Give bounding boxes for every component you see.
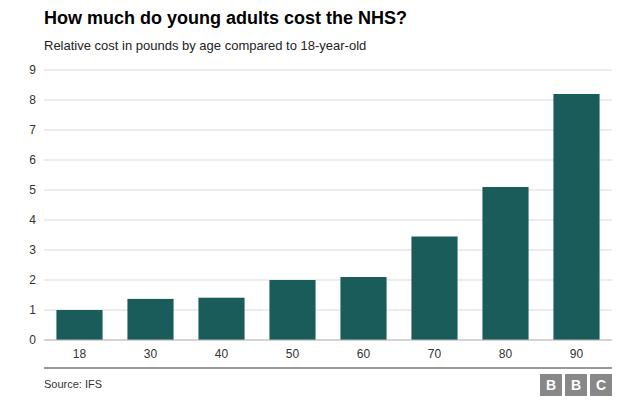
bar bbox=[482, 187, 528, 340]
y-tick-label: 6 bbox=[29, 153, 36, 167]
bar bbox=[553, 94, 599, 340]
title: How much do young adults cost the NHS? bbox=[44, 8, 407, 28]
bars bbox=[56, 94, 599, 340]
bar bbox=[127, 299, 173, 340]
chart-container: How much do young adults cost the NHS? Re… bbox=[0, 0, 624, 403]
y-tick-label: 2 bbox=[29, 273, 36, 287]
footer-rule bbox=[44, 368, 612, 369]
bar bbox=[269, 280, 315, 340]
logo-box bbox=[540, 374, 562, 396]
grid-line bbox=[44, 70, 612, 71]
bar bbox=[198, 298, 244, 340]
y-tick-label: 9 bbox=[29, 63, 36, 77]
y-tick-label: 8 bbox=[29, 93, 36, 107]
x-axis-line bbox=[44, 340, 612, 341]
x-tick-label: 80 bbox=[499, 347, 513, 361]
x-tick-label: 90 bbox=[570, 347, 584, 361]
x-tick-label: 50 bbox=[286, 347, 300, 361]
x-tick-label: 18 bbox=[73, 347, 87, 361]
x-tick-label: 70 bbox=[428, 347, 442, 361]
y-axis: 0 1 2 3 4 5 6 7 8 9 bbox=[29, 63, 36, 347]
x-tick-label: 40 bbox=[215, 347, 229, 361]
logo-box bbox=[590, 374, 612, 396]
source: Source: IFS bbox=[44, 378, 102, 390]
grid-line bbox=[44, 130, 612, 131]
grid-line bbox=[44, 340, 612, 341]
logo-letter: B bbox=[571, 377, 581, 393]
logo: BBC bbox=[540, 374, 612, 396]
x-tick-label: 30 bbox=[144, 347, 158, 361]
logo-letter: C bbox=[596, 377, 606, 393]
bar bbox=[411, 237, 457, 341]
bar bbox=[340, 277, 386, 340]
bar bbox=[56, 310, 102, 340]
y-tick-label: 7 bbox=[29, 123, 36, 137]
x-tick-label: 60 bbox=[357, 347, 371, 361]
y-tick-label: 0 bbox=[29, 333, 36, 347]
y-tick-label: 3 bbox=[29, 243, 36, 257]
grid-line bbox=[44, 160, 612, 161]
y-tick-label: 1 bbox=[29, 303, 36, 317]
y-grid bbox=[44, 70, 612, 340]
chart-svg: How much do young adults cost the NHS? Re… bbox=[0, 0, 624, 403]
subtitle: Relative cost in pounds by age compared … bbox=[44, 38, 366, 53]
logo-box bbox=[565, 374, 587, 396]
logo-letter: B bbox=[546, 377, 556, 393]
x-axis: 18 30 40 50 60 70 80 90 bbox=[44, 340, 612, 361]
y-tick-label: 4 bbox=[29, 213, 36, 227]
grid-line bbox=[44, 100, 612, 101]
y-tick-label: 5 bbox=[29, 183, 36, 197]
